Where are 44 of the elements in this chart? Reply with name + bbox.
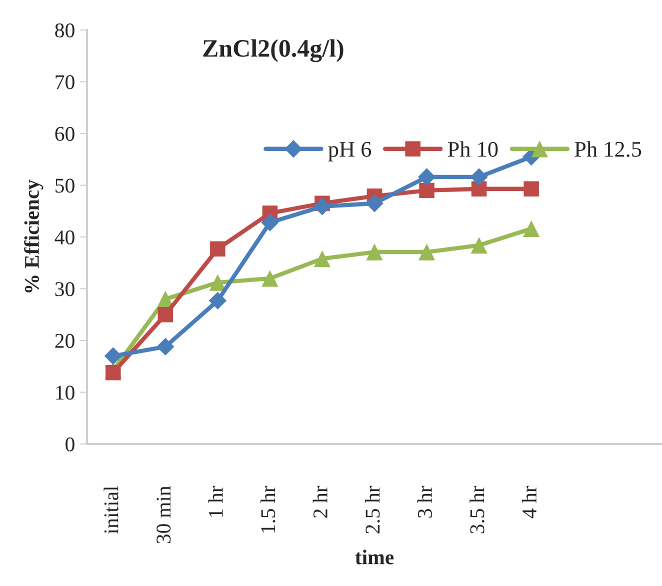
point — [210, 241, 226, 257]
x-tick-label: 1 hr — [208, 486, 223, 517]
point — [156, 338, 174, 356]
point — [471, 181, 487, 197]
point — [261, 214, 279, 232]
point — [470, 236, 488, 254]
point — [158, 306, 174, 322]
x-tick-label: 3 hr — [417, 486, 432, 518]
y-tick-label: 10 — [56, 386, 74, 400]
point — [313, 198, 332, 216]
point — [366, 194, 384, 212]
point — [418, 244, 436, 260]
point — [105, 364, 121, 380]
point — [470, 168, 488, 186]
y-tick-label: 30 — [55, 282, 74, 296]
y-tick-label: 70 — [56, 75, 74, 90]
legend-label: Ph 12.5 — [574, 141, 642, 157]
y-tick-label: 60 — [55, 126, 74, 141]
x-tick-label: 2 hr — [312, 486, 328, 518]
x-axis-title: time — [355, 550, 394, 564]
point — [524, 181, 539, 197]
y-axis-title: % Efficiency — [24, 180, 44, 292]
point — [314, 250, 331, 268]
x-tick-label: 4 hr — [522, 486, 536, 518]
point — [208, 292, 227, 310]
point — [209, 274, 226, 291]
point — [419, 182, 434, 198]
legend-label: pH 6 — [328, 142, 372, 162]
x-tick-label: 1.5 hr — [260, 486, 276, 532]
chart-title: ZnCl2(0.4g/l) — [203, 39, 344, 62]
point — [366, 244, 383, 260]
y-tick-label: 50 — [56, 178, 74, 193]
y-tick-label: 20 — [55, 334, 74, 348]
y-tick-label: 80 — [55, 23, 74, 38]
x-tick-label: initial — [104, 486, 118, 534]
x-tick-label: 3.5 hr — [470, 486, 484, 534]
legend-label: Ph 10 — [448, 141, 498, 157]
y-tick-label: 40 — [54, 230, 74, 244]
x-tick-label: 30 min — [156, 486, 171, 544]
point — [104, 347, 122, 365]
point — [262, 270, 278, 287]
y-tick-label: 0 — [66, 437, 74, 452]
point — [522, 220, 540, 238]
x-tick-label: 2.5 hr — [365, 486, 380, 534]
